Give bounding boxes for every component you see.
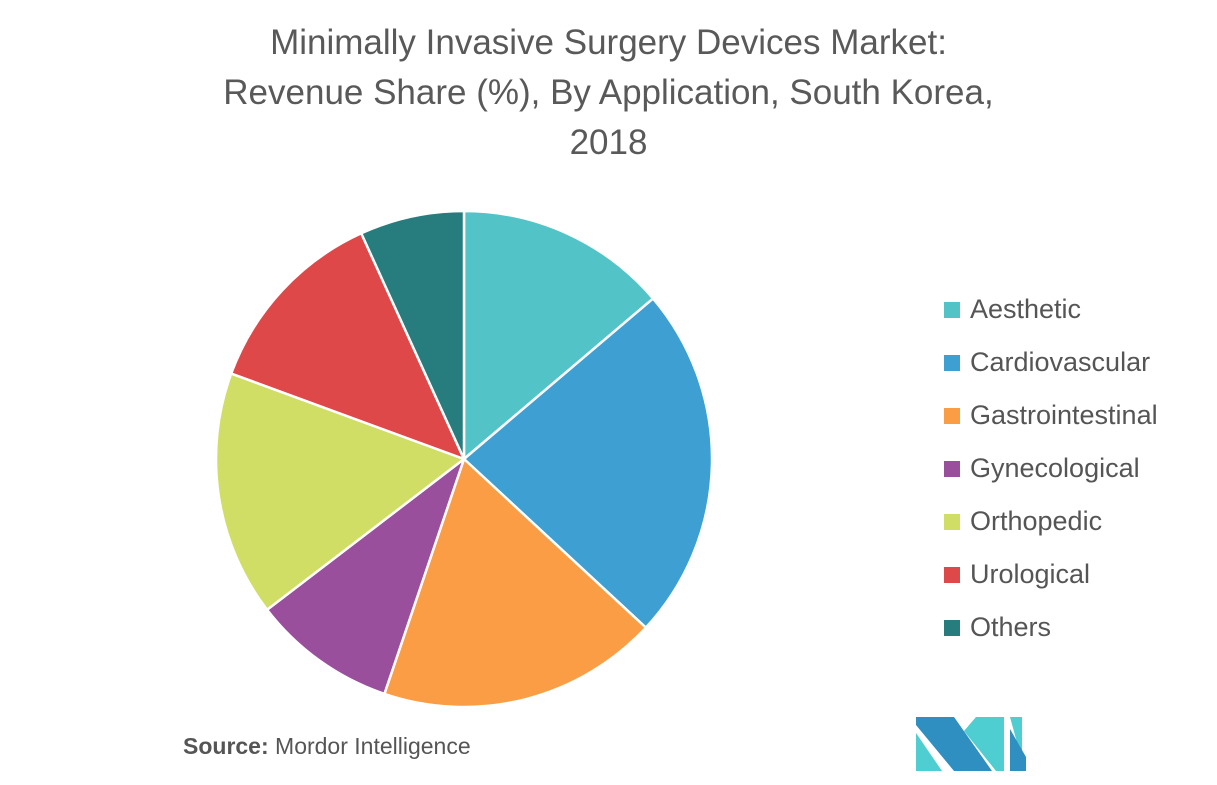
legend-item-gastrointestinal: Gastrointestinal — [944, 389, 1158, 442]
legend-item-aesthetic: Aesthetic — [944, 283, 1158, 336]
title-line-3: 2018 — [569, 123, 648, 162]
source-label: Source: — [183, 733, 269, 759]
legend-label: Orthopedic — [970, 506, 1103, 536]
legend-label: Urological — [970, 559, 1091, 589]
source-note: Source: Mordor Intelligence — [183, 733, 471, 760]
legend-swatch — [944, 619, 960, 636]
legend-swatch — [944, 513, 960, 530]
pie-slice-orthopedic — [214, 371, 467, 612]
legend-label: Others — [970, 612, 1052, 642]
legend-swatch — [944, 407, 960, 424]
legend-swatch — [944, 301, 960, 318]
title-line-2: Revenue Share (%), By Application, South… — [223, 73, 994, 112]
pie-slice-others — [359, 209, 466, 460]
legend-item-cardiovascular: Cardiovascular — [944, 336, 1158, 389]
legend-item-gynecological: Gynecological — [944, 442, 1158, 495]
source-text: Mordor Intelligence — [268, 733, 471, 759]
legend-swatch — [944, 354, 960, 371]
pie-slice-gastrointestinal — [382, 456, 648, 709]
mordor-intelligence-logo — [916, 717, 1026, 771]
legend-item-urological: Urological — [944, 548, 1158, 601]
legend-item-others: Others — [944, 601, 1158, 654]
legend-label: Gastrointestinal — [970, 400, 1158, 430]
title-line-1: Minimally Invasive Surgery Devices Marke… — [270, 23, 947, 62]
chart-title: Minimally Invasive Surgery Devices Marke… — [0, 18, 1217, 168]
legend-label: Cardiovascular — [970, 347, 1151, 377]
legend-swatch — [944, 460, 960, 477]
pie-slice-gynecological — [265, 455, 467, 696]
legend-item-orthopedic: Orthopedic — [944, 495, 1158, 548]
legend: Aesthetic Cardiovascular Gastrointestinal G… — [944, 283, 1158, 654]
legend-swatch — [944, 566, 960, 583]
legend-label: Gynecological — [970, 453, 1140, 483]
pie-slice-cardiovascular — [462, 296, 714, 630]
legend-label: Aesthetic — [970, 294, 1082, 324]
pie-slice-aesthetic — [462, 209, 655, 462]
pie-slice-urological — [229, 231, 467, 462]
